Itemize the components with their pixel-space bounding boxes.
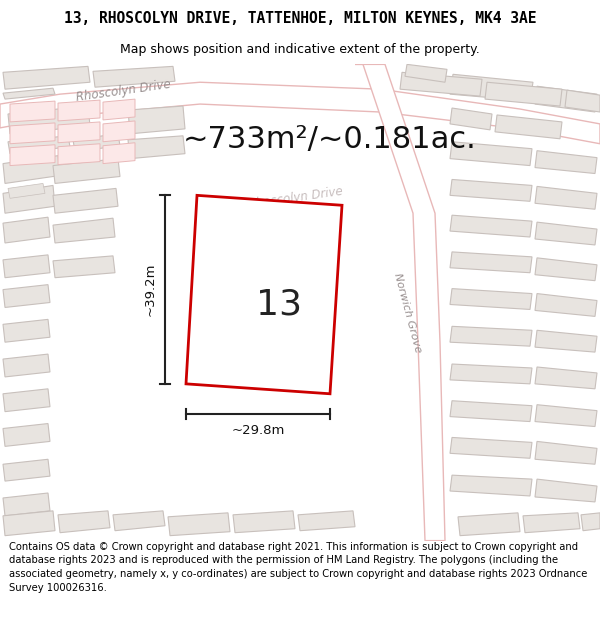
Polygon shape (103, 142, 135, 164)
Polygon shape (58, 511, 110, 532)
Polygon shape (405, 64, 447, 82)
Polygon shape (3, 255, 50, 278)
Polygon shape (53, 159, 120, 184)
Polygon shape (535, 441, 597, 464)
Text: ~39.2m: ~39.2m (144, 263, 157, 316)
Polygon shape (450, 401, 532, 421)
Polygon shape (8, 136, 70, 154)
Polygon shape (535, 367, 597, 389)
Polygon shape (450, 475, 532, 496)
Polygon shape (10, 101, 55, 122)
Text: 13: 13 (256, 288, 302, 321)
Polygon shape (450, 252, 532, 272)
Polygon shape (3, 284, 50, 308)
Polygon shape (450, 438, 532, 458)
Polygon shape (535, 222, 597, 245)
Polygon shape (535, 258, 597, 281)
Polygon shape (3, 319, 50, 342)
Polygon shape (3, 493, 50, 516)
Text: 13, RHOSCOLYN DRIVE, TATTENHOE, MILTON KEYNES, MK4 3AE: 13, RHOSCOLYN DRIVE, TATTENHOE, MILTON K… (64, 11, 536, 26)
Text: Rhoscolyn Drive: Rhoscolyn Drive (247, 185, 343, 211)
Polygon shape (458, 513, 520, 536)
Polygon shape (355, 64, 445, 541)
Polygon shape (186, 196, 342, 394)
Polygon shape (10, 123, 55, 144)
Text: Rhoscolyn Drive: Rhoscolyn Drive (75, 78, 172, 104)
Polygon shape (53, 256, 115, 278)
Text: Norwich Grove: Norwich Grove (392, 271, 424, 353)
Polygon shape (450, 289, 532, 309)
Polygon shape (0, 82, 600, 144)
Polygon shape (535, 151, 597, 174)
Polygon shape (3, 424, 50, 446)
Polygon shape (485, 82, 562, 106)
Polygon shape (93, 66, 175, 88)
Polygon shape (3, 511, 55, 536)
Polygon shape (168, 513, 230, 536)
Polygon shape (400, 72, 482, 96)
Text: ~733m²/~0.181ac.: ~733m²/~0.181ac. (183, 124, 477, 154)
Polygon shape (3, 156, 60, 184)
Polygon shape (58, 100, 100, 121)
Polygon shape (103, 99, 135, 120)
Polygon shape (535, 86, 597, 112)
Polygon shape (3, 88, 55, 99)
Polygon shape (450, 364, 532, 384)
Polygon shape (298, 511, 355, 531)
Polygon shape (8, 184, 45, 198)
Polygon shape (450, 215, 532, 237)
Polygon shape (535, 294, 597, 316)
Polygon shape (3, 389, 50, 412)
Text: Map shows position and indicative extent of the property.: Map shows position and indicative extent… (120, 42, 480, 56)
Polygon shape (73, 134, 120, 152)
Polygon shape (113, 511, 165, 531)
Polygon shape (581, 513, 600, 531)
Polygon shape (53, 218, 115, 243)
Polygon shape (450, 179, 532, 201)
Polygon shape (103, 121, 135, 142)
Polygon shape (450, 74, 533, 101)
Polygon shape (233, 511, 295, 532)
Polygon shape (3, 459, 50, 481)
Polygon shape (495, 115, 562, 139)
Polygon shape (3, 217, 50, 243)
Polygon shape (535, 479, 597, 502)
Polygon shape (3, 186, 55, 213)
Polygon shape (565, 90, 600, 112)
Polygon shape (128, 136, 185, 159)
Polygon shape (8, 106, 90, 134)
Text: Contains OS data © Crown copyright and database right 2021. This information is : Contains OS data © Crown copyright and d… (9, 542, 587, 592)
Polygon shape (523, 513, 580, 532)
Polygon shape (58, 122, 100, 142)
Polygon shape (128, 106, 185, 134)
Polygon shape (58, 144, 100, 164)
Polygon shape (535, 186, 597, 209)
Polygon shape (450, 142, 532, 166)
Polygon shape (10, 145, 55, 166)
Polygon shape (535, 330, 597, 352)
Polygon shape (3, 66, 90, 89)
Polygon shape (450, 108, 492, 130)
Polygon shape (3, 354, 50, 377)
Polygon shape (450, 326, 532, 346)
Polygon shape (53, 188, 118, 213)
Polygon shape (535, 405, 597, 426)
Text: ~29.8m: ~29.8m (232, 424, 284, 436)
